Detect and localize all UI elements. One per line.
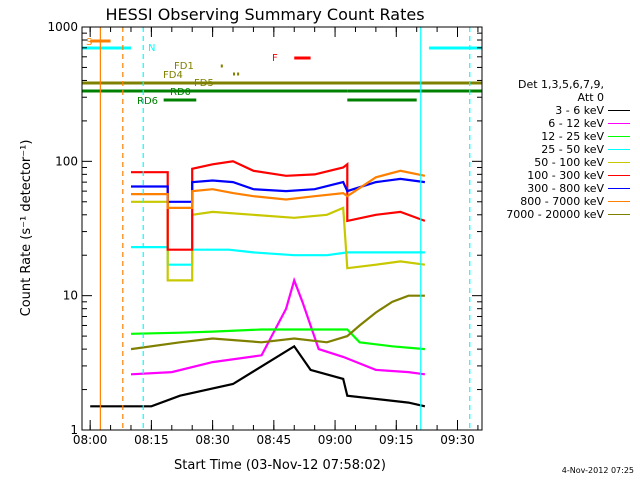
legend-item: 7000 - 20000 keV <box>474 208 634 221</box>
y-tick-label: 1000 <box>47 20 78 34</box>
series-line-0 <box>90 344 426 408</box>
legend-item: 50 - 100 keV <box>474 156 634 169</box>
x-axis-label: Start Time (03-Nov-12 07:58:02) <box>174 458 386 473</box>
legend-label: 800 - 7000 keV <box>520 195 604 208</box>
flag-label-n: N <box>148 43 155 54</box>
generated-timestamp: 4-Nov-2012 07:25 <box>561 466 634 475</box>
legend-item: 3 - 6 keV <box>474 104 634 117</box>
series-line-8 <box>130 294 425 351</box>
x-tick-label: 08:30 <box>195 433 230 447</box>
flag-label-f: F <box>272 53 278 64</box>
x-tick-label: 09:15 <box>379 433 414 447</box>
legend-swatch <box>608 214 630 215</box>
y-axis-label: Count Rate (s⁻¹ detector⁻¹) <box>19 140 34 317</box>
legend-label: 7000 - 20000 keV <box>506 208 604 221</box>
flag-label-fd4: FD4 <box>163 70 183 81</box>
legend-item: 300 - 800 keV <box>474 182 634 195</box>
y-tick-label: 10 <box>63 289 78 303</box>
legend-item: 100 - 300 keV <box>474 169 634 182</box>
series-line-2 <box>130 328 425 351</box>
flag-label-fd5: FD5 <box>194 78 214 89</box>
flag-label-rd0: RD0 <box>170 87 191 98</box>
flag-label-fd1: FD1 <box>174 61 194 72</box>
plot-frame <box>81 26 483 431</box>
flag-label-s: S <box>86 37 92 48</box>
legend-label: 50 - 100 keV <box>534 156 604 169</box>
legend-header-line1: Det 1,3,5,6,7,9, <box>517 78 604 91</box>
x-tick-label: 09:00 <box>318 433 353 447</box>
legend-swatch <box>608 110 630 111</box>
flag-label-rd6: RD6 <box>137 96 158 107</box>
legend-item: 12 - 25 keV <box>474 130 634 143</box>
legend-label: 300 - 800 keV <box>527 182 604 195</box>
legend-label: 12 - 25 keV <box>541 130 604 143</box>
legend-swatch <box>608 175 630 176</box>
legend-label: 25 - 50 keV <box>541 143 604 156</box>
legend-label: 6 - 12 keV <box>548 117 604 130</box>
series-line-4 <box>131 200 426 282</box>
series-line-6 <box>131 177 426 203</box>
legend-item: 6 - 12 keV <box>474 117 634 130</box>
legend-item: 25 - 50 keV <box>474 143 634 156</box>
legend-swatch <box>608 162 630 163</box>
legend-swatch <box>608 201 630 202</box>
x-tick-label: 09:30 <box>440 433 475 447</box>
series-line-7 <box>131 169 426 209</box>
legend-swatch <box>608 136 630 137</box>
legend-header-line2: Att 0 <box>577 91 604 104</box>
series-line-3 <box>131 246 425 266</box>
series-line-5 <box>131 160 426 251</box>
x-tick-label: 08:15 <box>134 433 169 447</box>
chart-title: HESSI Observing Summary Count Rates <box>105 5 424 24</box>
legend-label: 3 - 6 keV <box>555 104 604 117</box>
legend-item: 800 - 7000 keV <box>474 195 634 208</box>
y-tick-label: 100 <box>55 154 78 168</box>
legend-swatch <box>608 149 630 150</box>
legend-swatch <box>608 123 630 124</box>
x-tick-label: 08:00 <box>73 433 108 447</box>
x-tick-label: 08:45 <box>257 433 292 447</box>
legend-swatch <box>608 188 630 189</box>
legend-label: 100 - 300 keV <box>527 169 604 182</box>
legend: Det 1,3,5,6,7,9, Att 0 3 - 6 keV 6 - 12 k… <box>474 78 634 221</box>
series-line-1 <box>130 276 426 376</box>
y-tick-label: 1 <box>70 423 78 437</box>
